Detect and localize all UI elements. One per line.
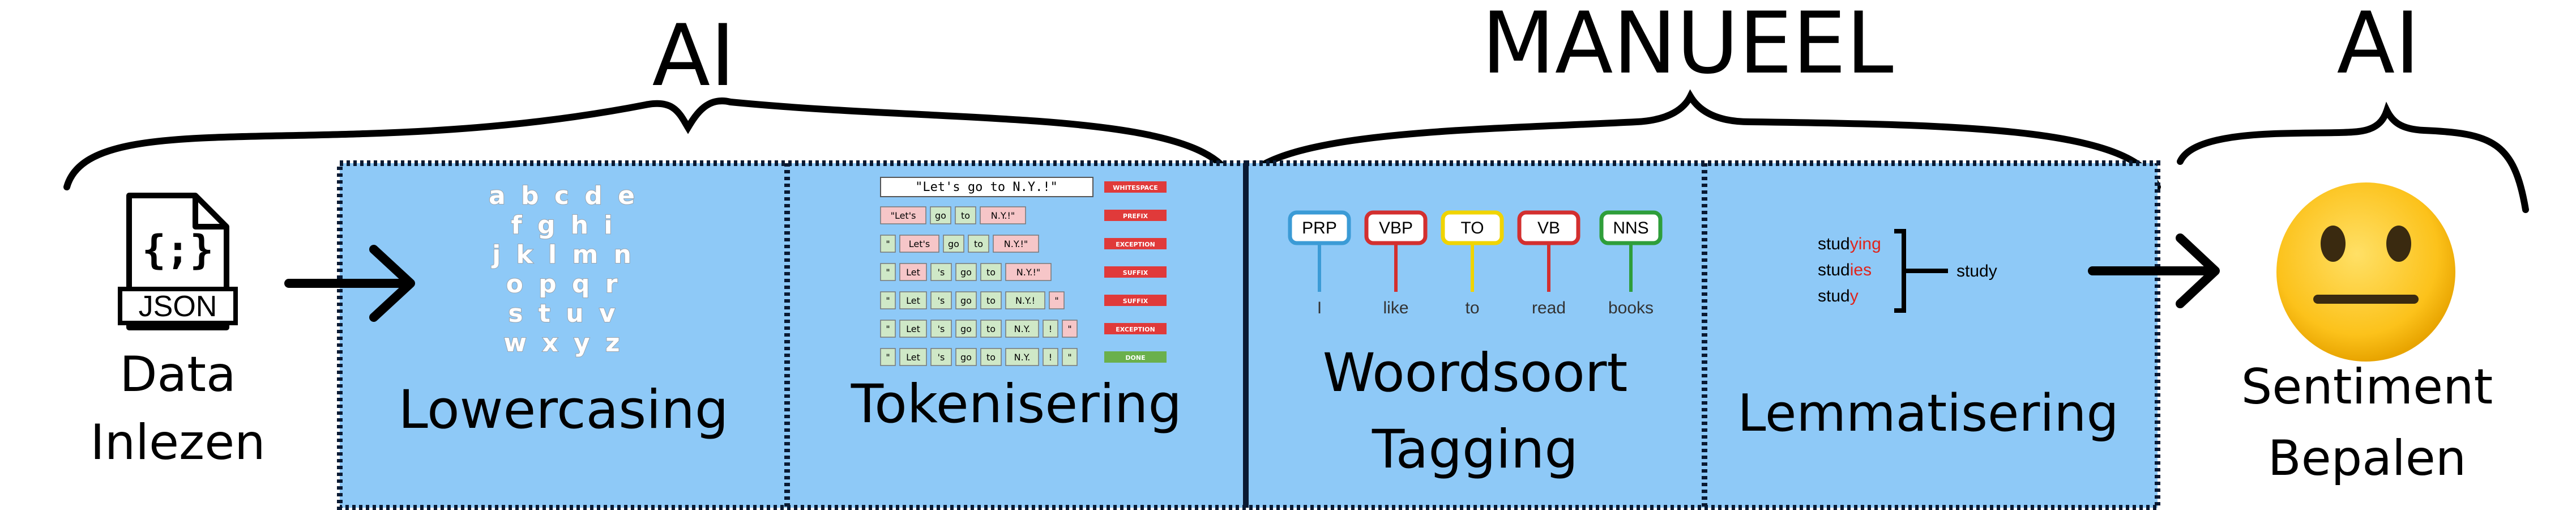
- tokenizer-tag: EXCEPTION: [1116, 241, 1155, 248]
- pos-tag: PRP: [1302, 219, 1337, 237]
- neutral-face-icon: [2276, 182, 2455, 362]
- tokenizer-tag: EXCEPTION: [1116, 326, 1155, 333]
- alphabet-illustration: a b c d ef g h ij k l m no p q rs t u vw…: [488, 181, 638, 358]
- token: 's: [938, 295, 945, 306]
- lemma-form-1: studying: [1818, 235, 1881, 253]
- arrow-in: [284, 245, 415, 322]
- pos-tag: TO: [1460, 219, 1484, 237]
- token: to: [961, 210, 970, 221]
- pos-tagging-illustration: PRP I VBP like TO to VB read NNS books: [1288, 210, 1663, 317]
- alphabet-row: w x y z: [503, 329, 623, 358]
- svg-text:{;}: {;}: [142, 227, 213, 273]
- token: 's: [938, 324, 945, 334]
- alphabet-row: j k l m n: [491, 240, 635, 269]
- pos-word: to: [1465, 299, 1479, 317]
- tokenizer-tag: PREFIX: [1123, 212, 1148, 220]
- output-label-line2: Bepalen: [2268, 430, 2467, 487]
- token: N.Y.!": [991, 210, 1015, 221]
- arrow-out: [2088, 233, 2220, 308]
- pos-tag: NNS: [1613, 219, 1648, 237]
- alphabet-row: s t u v: [508, 299, 618, 328]
- token: N.Y.!": [1016, 267, 1040, 278]
- input-label-line2: Inlezen: [90, 414, 265, 471]
- lemma-result: study: [1956, 262, 1997, 280]
- lemma-form-2: studies: [1818, 261, 1872, 279]
- token: to: [986, 295, 996, 306]
- token: Let: [906, 295, 920, 306]
- token: to: [986, 267, 996, 278]
- pos-word: I: [1317, 299, 1322, 317]
- token: "Let's: [891, 210, 916, 221]
- token: go: [948, 239, 959, 249]
- token: N.Y.!: [1015, 295, 1035, 306]
- token: to: [974, 239, 983, 249]
- header-ai-right: AI: [2337, 0, 2420, 93]
- tokenizer-tag: SUFFIX: [1123, 269, 1148, 277]
- token: N.Y.!": [1004, 239, 1028, 249]
- token: ": [886, 352, 890, 363]
- pos-tag: VB: [1537, 219, 1560, 237]
- token: ": [886, 267, 890, 278]
- token: ": [886, 239, 890, 249]
- token: ": [1067, 352, 1071, 363]
- token: Let's: [909, 239, 930, 249]
- token: Let: [906, 352, 920, 363]
- input-label-line1: Data: [119, 346, 236, 403]
- token: N.Y.: [1014, 324, 1031, 334]
- header-manueel: MANUEEL: [1481, 0, 1893, 93]
- header-ai-left: AI: [652, 7, 736, 105]
- token: ": [1067, 324, 1071, 334]
- pos-word: like: [1383, 299, 1408, 317]
- token: go: [935, 210, 946, 221]
- step-label-woordsoort-line1: Woordsoort: [1323, 342, 1628, 404]
- token: N.Y.: [1014, 352, 1031, 363]
- token: ": [886, 324, 890, 334]
- token: Let: [906, 324, 920, 334]
- json-file-icon: {;} JSON: [118, 193, 238, 330]
- token: go: [960, 295, 972, 306]
- lemma-form-3: study: [1818, 287, 1859, 305]
- tokenizer-sentence: "Let's go to N.Y.!": [915, 180, 1058, 194]
- svg-text:JSON: JSON: [139, 290, 217, 323]
- token: !: [1049, 324, 1052, 334]
- token: to: [986, 324, 996, 334]
- step-label-tokenisering: Tokenisering: [851, 373, 1182, 435]
- brace-ai-left: [63, 97, 1238, 190]
- token: ": [886, 295, 890, 306]
- panel-lowercasing: [340, 163, 787, 508]
- tokenizer-illustration: "Let's go to N.Y.!" WHITESPACEPREFIXEXCEP…: [880, 177, 1167, 366]
- token: go: [960, 267, 972, 278]
- token: Let: [906, 267, 920, 278]
- brace-ai-right: [2177, 101, 2529, 213]
- step-label-lemmatisering: Lemmatisering: [1737, 384, 2118, 443]
- token: go: [960, 324, 972, 334]
- panel-lemmatisering: [1704, 163, 2158, 508]
- token: to: [986, 352, 996, 363]
- alphabet-row: a b c d e: [489, 181, 638, 210]
- token: go: [960, 352, 972, 363]
- alphabet-row: f g h i: [511, 211, 616, 240]
- alphabet-row: o p q r: [506, 270, 621, 299]
- token: 's: [938, 267, 945, 278]
- lemma-bracket: [1894, 229, 1948, 313]
- pos-tag: VBP: [1379, 219, 1413, 237]
- pos-word: read: [1532, 299, 1566, 317]
- tokenizer-tag: SUFFIX: [1123, 298, 1148, 305]
- tokenizer-tag: WHITESPACE: [1113, 184, 1158, 192]
- token: 's: [938, 352, 945, 363]
- token: ": [1054, 295, 1058, 306]
- lemma-illustration: studying studies study study: [1818, 229, 1997, 313]
- output-label-line1: Sentiment: [2241, 359, 2493, 415]
- token: !: [1049, 352, 1052, 363]
- step-label-woordsoort-line2: Tagging: [1372, 419, 1578, 481]
- tokenizer-tag: DONE: [1125, 354, 1145, 362]
- pos-word: books: [1608, 299, 1654, 317]
- step-label-lowercasing: Lowercasing: [398, 379, 728, 441]
- brace-manueel: [1237, 89, 2161, 190]
